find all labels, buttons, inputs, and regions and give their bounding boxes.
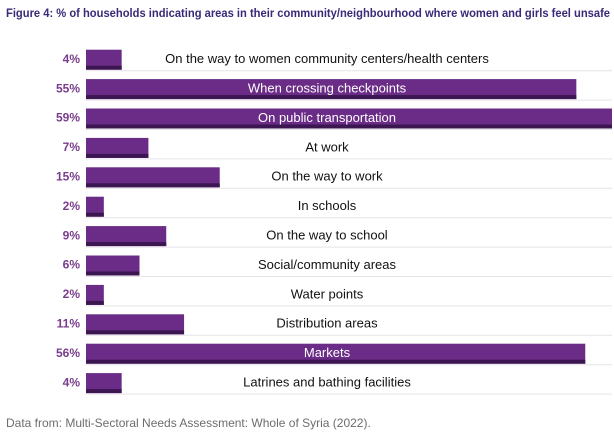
value-label: 4% xyxy=(63,375,81,389)
category-label: Water points xyxy=(291,286,364,301)
source-note: Data from: Multi-Sectoral Needs Assessme… xyxy=(6,416,371,430)
bar-shadow xyxy=(86,124,612,129)
bar xyxy=(86,79,577,100)
bar xyxy=(86,284,104,305)
bar-shadow xyxy=(86,359,586,364)
bar xyxy=(86,49,122,70)
bar-shadow xyxy=(86,153,149,158)
category-label: On the way to school xyxy=(266,228,388,243)
bar xyxy=(86,343,586,364)
category-label: When crossing checkpoints xyxy=(248,81,407,96)
value-label: 59% xyxy=(56,111,80,125)
bar xyxy=(86,314,185,335)
bar-shadow xyxy=(86,183,220,188)
category-label: Latrines and bathing facilities xyxy=(243,375,411,390)
category-label: In schools xyxy=(298,198,357,213)
bar-shadow xyxy=(86,242,167,247)
bar-shadow xyxy=(86,95,577,100)
category-label: On the way to work xyxy=(271,169,383,184)
value-label: 11% xyxy=(57,316,81,330)
category-label: On the way to women community centers/he… xyxy=(165,51,489,66)
category-label: Distribution areas xyxy=(276,316,378,331)
bar-shadow xyxy=(86,330,185,335)
category-label: At work xyxy=(305,139,349,154)
bar-shadow xyxy=(86,300,104,305)
bar xyxy=(86,137,149,158)
category-label: Social/community areas xyxy=(258,257,396,272)
value-label: 55% xyxy=(56,81,80,95)
chart-title: Figure 4: % of households indicating are… xyxy=(6,8,610,20)
value-label: 7% xyxy=(63,140,81,154)
bar-shadow xyxy=(86,271,140,276)
value-label: 15% xyxy=(56,169,80,183)
value-label: 2% xyxy=(63,199,81,213)
bar xyxy=(86,108,612,129)
value-label: 4% xyxy=(63,52,81,66)
bar xyxy=(86,167,220,188)
value-label: 6% xyxy=(63,258,81,272)
bar-shadow xyxy=(86,389,122,394)
bar-shadow xyxy=(86,65,122,70)
category-label: On public transportation xyxy=(258,110,396,125)
value-label: 56% xyxy=(56,346,80,360)
bar xyxy=(86,373,122,394)
category-label: Markets xyxy=(304,345,351,360)
bar-shadow xyxy=(86,212,104,217)
bar xyxy=(86,255,140,276)
value-label: 2% xyxy=(63,287,81,301)
value-label: 9% xyxy=(63,228,81,242)
bar xyxy=(86,196,104,217)
bar xyxy=(86,226,167,247)
